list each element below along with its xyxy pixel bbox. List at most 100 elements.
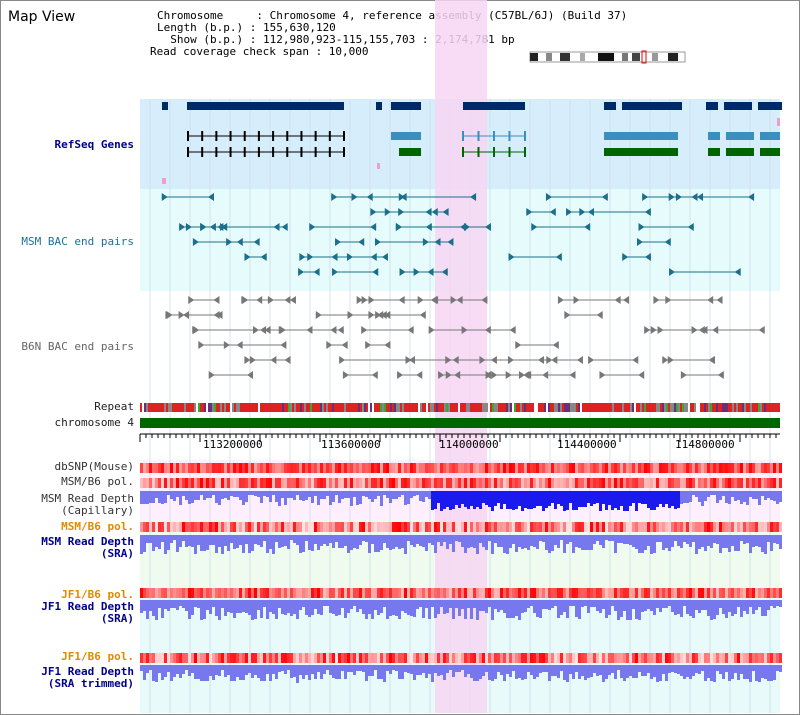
heat-cell [227, 588, 230, 598]
chromosome-track-label: chromosome 4 [54, 416, 134, 429]
heat-cell [170, 653, 173, 663]
heat-cell [689, 463, 692, 473]
bac-end-marker [419, 311, 426, 319]
depth-bar [665, 491, 668, 504]
depth-bar [428, 665, 431, 674]
depth-bar [302, 491, 305, 501]
depth-bar [194, 491, 197, 500]
bac-end-marker [636, 238, 643, 246]
depth-bar [605, 665, 608, 679]
depth-bar [704, 665, 707, 681]
depth-bar [149, 535, 152, 543]
repeat-segment [412, 403, 414, 412]
depth-bar [464, 665, 467, 677]
depth-bar [158, 600, 161, 608]
heat-cell [626, 522, 629, 532]
depth-bar [422, 491, 425, 502]
heat-cell [350, 588, 353, 598]
heat-cell [218, 653, 221, 663]
depth-bar [701, 600, 704, 610]
heat-cell [512, 588, 515, 598]
depth-bar [350, 535, 353, 550]
heat-cell [770, 478, 773, 488]
depth-bar [230, 535, 233, 543]
heat-cell [374, 478, 377, 488]
heat-cell [749, 653, 752, 663]
depth-bar [413, 665, 416, 680]
depth-bar [257, 491, 260, 497]
heat-cell [533, 463, 536, 473]
repeat-segment [260, 403, 262, 412]
bac-end-marker [445, 356, 452, 364]
repeat-segment [140, 403, 142, 412]
depth-bar [593, 600, 596, 607]
depth-bar [143, 665, 146, 680]
depth-bar [227, 491, 230, 500]
depth-bar [737, 491, 740, 500]
heat-cell [668, 653, 671, 663]
depth-bar [488, 535, 491, 541]
ideogram-band [598, 53, 614, 61]
depth-bar [755, 665, 758, 681]
heat-cell [164, 478, 167, 488]
depth-bar [479, 600, 482, 611]
depth-bar [347, 600, 350, 613]
depth-bar [182, 535, 185, 541]
depth-bar [509, 491, 512, 509]
depth-bar [725, 665, 728, 672]
depth-bar [272, 535, 275, 554]
heat-cell [365, 653, 368, 663]
repeat-segment [384, 403, 386, 412]
heat-cell [401, 478, 404, 488]
gene-exon [462, 147, 464, 157]
bac-end-marker [588, 356, 595, 364]
depth-bar [416, 491, 419, 495]
heat-cell [407, 653, 410, 663]
depth-bar [428, 491, 431, 499]
depth-bar [269, 600, 272, 612]
depth-bar [254, 491, 257, 496]
heat-cell [635, 478, 638, 488]
depth-bar [200, 535, 203, 551]
heat-cell [515, 463, 518, 473]
bac-end-marker [161, 193, 168, 201]
depth-bar [218, 665, 221, 676]
depth-bar [317, 600, 320, 614]
heat-cell [539, 522, 542, 532]
depth-bar [164, 600, 167, 609]
depth-bar [230, 491, 233, 496]
heat-cell [653, 522, 656, 532]
heat-cell [443, 463, 446, 473]
depth-bar [161, 600, 164, 618]
jf1-read-depth-trimmed-label: JF1 Read Depth [41, 665, 134, 678]
heat-cell [662, 478, 665, 488]
heat-cell [728, 478, 731, 488]
heat-cell [734, 522, 737, 532]
heat-cell [674, 478, 677, 488]
depth-bar [509, 665, 512, 677]
depth-bar [299, 665, 302, 675]
depth-bar [461, 600, 464, 609]
depth-bar [161, 665, 164, 680]
bac-end-marker [485, 371, 492, 379]
depth-bar [734, 491, 737, 501]
repeat-segment [324, 403, 326, 412]
heat-cell [209, 588, 212, 598]
depth-bar [527, 491, 530, 509]
depth-bar [155, 535, 158, 547]
depth-bar [479, 491, 482, 509]
heat-cell [530, 478, 533, 488]
depth-bar [614, 535, 617, 553]
heat-cell [629, 522, 632, 532]
repeat-segment [602, 403, 604, 412]
heat-cell [713, 522, 716, 532]
heat-cell [218, 522, 221, 532]
depth-bar [482, 665, 485, 676]
depth-bar [302, 600, 305, 607]
repeat-segment [224, 403, 226, 412]
heat-cell [740, 522, 743, 532]
bac-end-marker [260, 253, 267, 261]
bac-end-marker [450, 296, 457, 304]
depth-bar [404, 665, 407, 672]
